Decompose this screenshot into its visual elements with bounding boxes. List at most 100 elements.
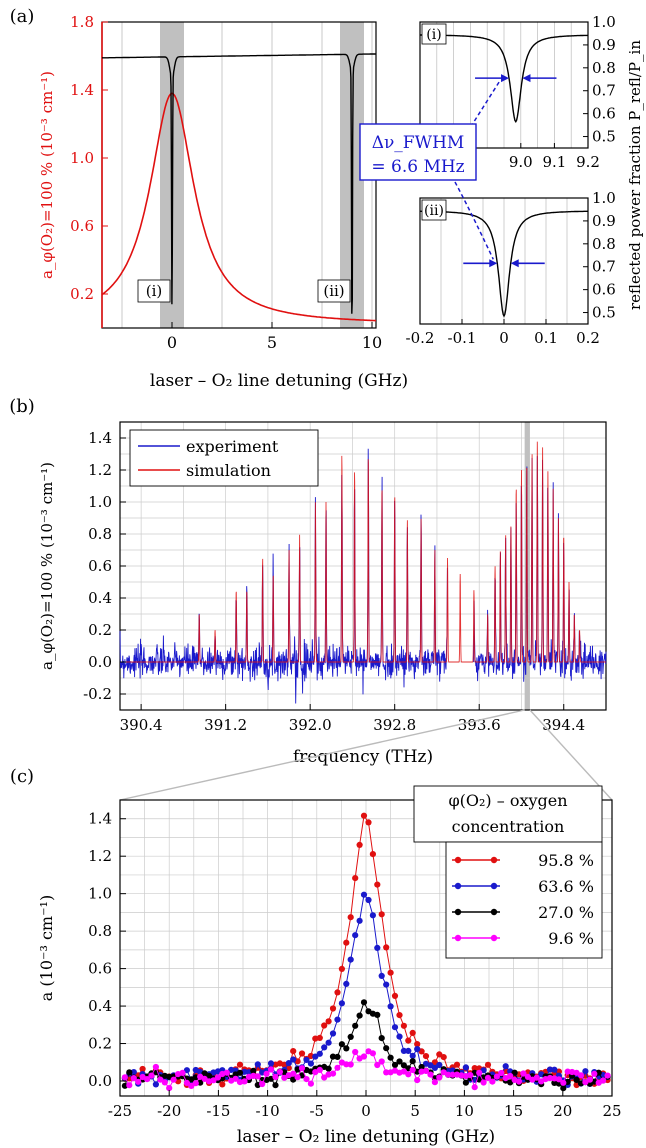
- series-absorption-line: [101, 92, 376, 322]
- data-point: [551, 1066, 558, 1073]
- data-point: [343, 939, 350, 946]
- data-point: [343, 980, 350, 988]
- data-point: [329, 1005, 337, 1012]
- fwhm-arrowhead-left: [489, 259, 498, 268]
- data-point: [250, 1067, 257, 1074]
- data-point: [126, 1069, 133, 1076]
- x-tick-label: 9.2: [576, 153, 600, 171]
- data-point: [144, 1076, 151, 1083]
- data-point: [484, 1074, 492, 1081]
- data-point: [396, 1058, 403, 1065]
- data-point: [329, 1070, 337, 1077]
- data-point: [391, 1024, 399, 1031]
- y-tick-label: 0.9: [592, 212, 616, 230]
- y-tick-label: 0.6: [70, 217, 94, 235]
- data-point: [391, 992, 399, 1000]
- data-point: [484, 1061, 492, 1068]
- series-reflection-trace: [102, 53, 376, 314]
- data-point: [400, 1022, 407, 1029]
- data-point: [347, 1061, 354, 1068]
- data-point: [383, 1045, 390, 1052]
- data-point: [414, 1046, 421, 1053]
- data-point: [400, 1062, 407, 1069]
- y-axis-title: a_φ(O₂)=100 % (10⁻³ cm⁻¹): [38, 71, 56, 279]
- data-point: [374, 881, 381, 888]
- data-point: [272, 1082, 279, 1089]
- data-point: [290, 1048, 297, 1055]
- x-tick-label: -20: [157, 1102, 181, 1120]
- data-point: [352, 932, 359, 939]
- y-tick-label: 0.6: [88, 557, 112, 575]
- data-point: [329, 1030, 337, 1037]
- legend-title-2: concentration: [452, 817, 565, 836]
- data-point: [254, 1061, 261, 1068]
- data-point: [166, 1085, 173, 1092]
- fwhm-label-1: Δν_FWHM: [372, 133, 465, 153]
- y-tick-label: 1.0: [592, 189, 616, 207]
- data-point: [254, 1073, 261, 1080]
- inset-y-axis-title: reflected power fraction P_refl/P_in: [626, 40, 644, 310]
- data-point: [378, 1058, 385, 1065]
- x-tick-label: 9.0: [509, 153, 533, 171]
- data-point: [409, 1029, 416, 1036]
- data-point: [334, 989, 341, 996]
- y-tick-label: 1.4: [88, 810, 112, 828]
- data-point: [369, 1050, 376, 1057]
- data-point: [520, 1070, 527, 1077]
- data-point: [365, 819, 372, 826]
- series-simulation: [120, 441, 606, 663]
- data-point: [577, 1072, 585, 1079]
- panel-label-c: (c): [10, 766, 34, 787]
- data-point: [307, 1060, 314, 1067]
- inset-label-box: [421, 23, 447, 45]
- data-point: [436, 1074, 443, 1081]
- x-tick-label: 25: [602, 1102, 621, 1120]
- data-point: [387, 969, 394, 976]
- legend-title-1: φ(O₂) – oxygen: [448, 791, 567, 810]
- legend-marker: [454, 908, 462, 916]
- data-point: [356, 841, 363, 849]
- y-axis-title: a_φ(O₂)=100 % (10⁻³ cm⁻¹): [38, 462, 56, 670]
- legend-label: 9.6 %: [548, 929, 594, 948]
- data-point: [515, 1078, 523, 1085]
- data-point: [471, 1065, 478, 1072]
- data-point: [259, 1080, 266, 1088]
- y-tick-label: 0.2: [88, 1035, 112, 1053]
- data-point: [139, 1065, 146, 1073]
- data-point: [312, 1053, 319, 1060]
- data-point: [130, 1069, 137, 1076]
- data-point: [352, 875, 359, 882]
- data-point: [272, 1073, 279, 1081]
- data-point: [378, 911, 385, 918]
- y-tick-label: 0.0: [88, 1072, 112, 1090]
- data-point: [157, 1076, 164, 1083]
- data-point: [400, 1047, 407, 1054]
- x-tick-label: -15: [206, 1102, 230, 1120]
- data-point: [263, 1070, 270, 1077]
- data-point: [236, 1061, 244, 1068]
- data-point: [422, 1053, 430, 1060]
- legend-marker: [454, 856, 462, 864]
- data-point: [192, 1080, 199, 1087]
- data-point: [321, 1044, 328, 1051]
- data-point: [294, 1074, 301, 1081]
- data-point: [338, 965, 345, 973]
- data-point: [462, 1064, 469, 1071]
- data-point: [604, 1072, 611, 1079]
- y-tick-label: 0.9: [592, 36, 616, 54]
- inset-label-box: [421, 199, 447, 221]
- y-tick-label: 0.2: [88, 621, 112, 639]
- data-point: [179, 1069, 186, 1076]
- data-point: [396, 1012, 403, 1019]
- data-point: [449, 1071, 456, 1078]
- data-point: [183, 1079, 190, 1086]
- data-point: [387, 1003, 394, 1010]
- data-point: [555, 1076, 563, 1083]
- data-point: [414, 1077, 421, 1084]
- data-point: [369, 912, 376, 919]
- data-point: [360, 1053, 368, 1060]
- data-point: [276, 1068, 283, 1075]
- y-tick-label: 1.4: [70, 81, 94, 99]
- data-point: [533, 1074, 540, 1081]
